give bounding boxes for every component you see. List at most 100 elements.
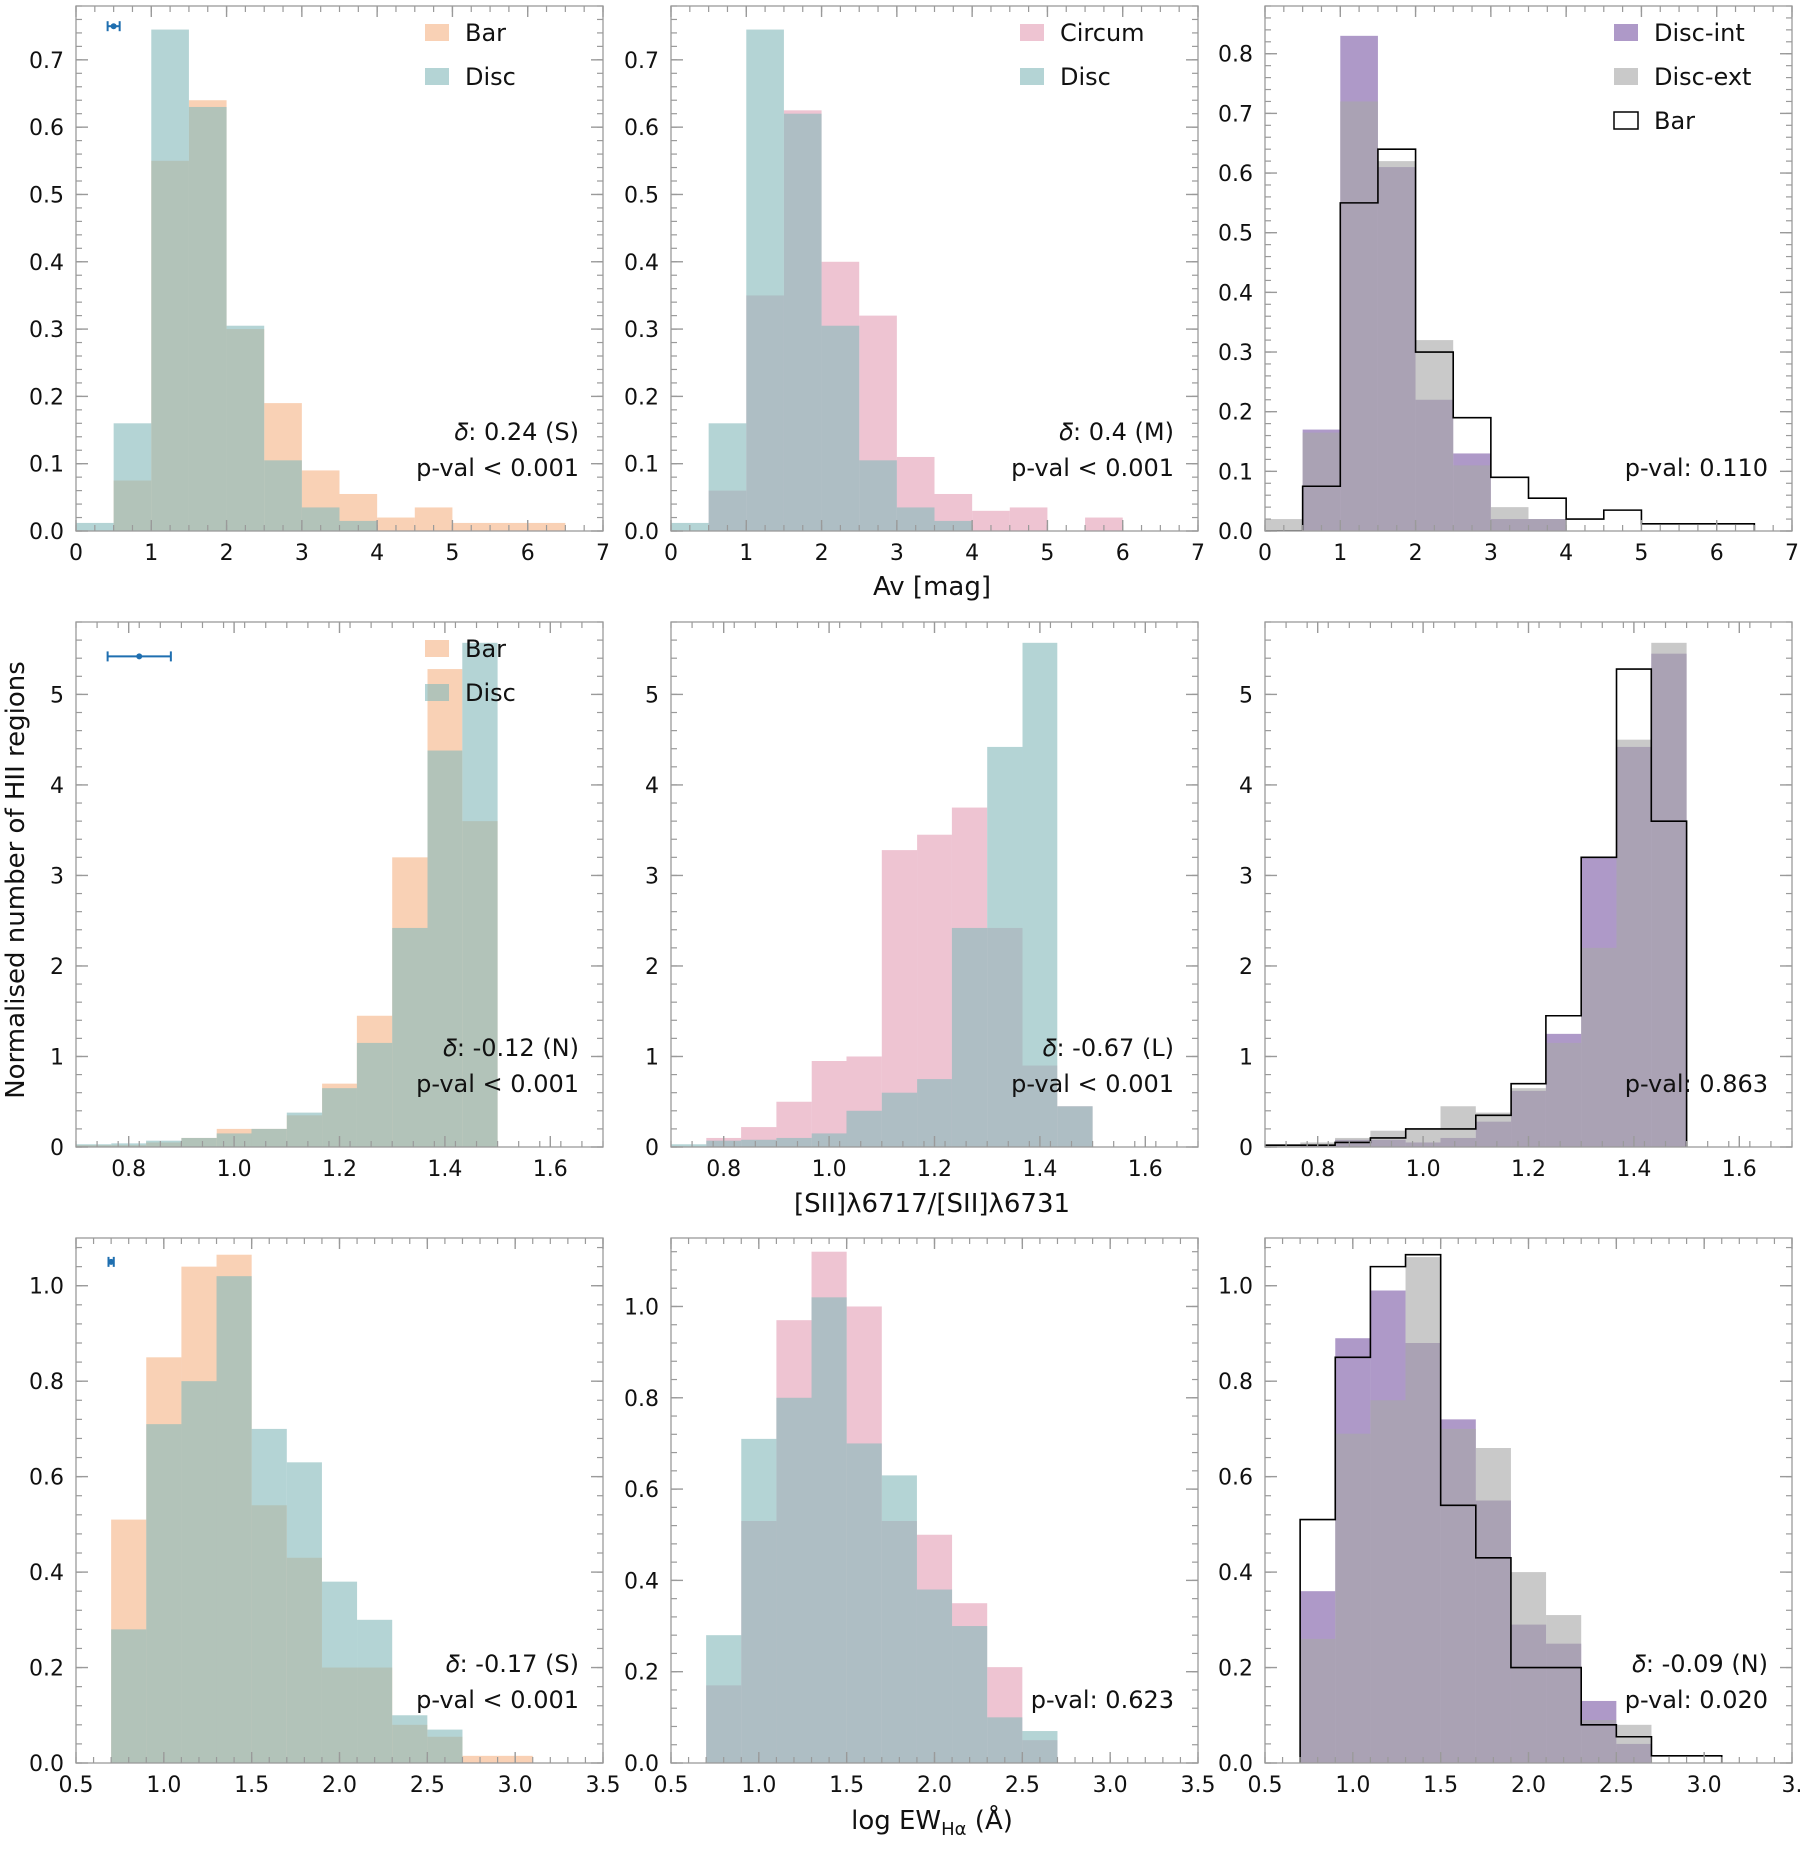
xtick-label: 4 (1559, 541, 1573, 566)
bar-disc-ext-6 (1490, 507, 1529, 531)
ytick-label: 0.1 (1218, 460, 1253, 485)
ytick-label: 0.6 (29, 116, 64, 141)
ytick-label: 5 (645, 683, 659, 708)
bar-disc-2 (746, 29, 784, 531)
bar-disc-ext-1 (1335, 1433, 1371, 1763)
bar-disc-7 (917, 1079, 952, 1147)
xtick-label: 1.0 (217, 1157, 252, 1182)
panel-av_circum_disc: 0 1 2 3 4 5 6 7 0.0 0.1 0.2 0.3 0.4 0.5 0.6 0.7 Circum Di… (624, 5, 1205, 566)
axes-frame (75, 621, 604, 1148)
bar-circum-11 (1085, 517, 1123, 531)
xtick-label: 0.5 (59, 1773, 94, 1798)
xtick-label: 1.2 (322, 1157, 357, 1182)
ytick-label: 0.8 (624, 1387, 659, 1412)
bar-disc-ext-2 (1340, 101, 1378, 531)
panel-sii_circum_disc: 0.8 1.0 1.2 1.4 1.6 0 1 2 3 4 5 𝛿: -0.67 (L) p-val <… (645, 621, 1199, 1182)
ytick-label: 0.7 (624, 49, 659, 74)
ytick-label: 0 (50, 1136, 64, 1161)
bar-disc-ext-5 (1440, 1106, 1476, 1147)
ytick-label: 2 (50, 955, 64, 980)
bar-disc-0 (111, 1629, 147, 1763)
xtick-label: 4 (370, 541, 384, 566)
bar-disc-4 (251, 1428, 287, 1763)
ytick-label: 4 (50, 774, 64, 799)
ytick-label: 0.0 (29, 520, 64, 545)
stat-annotation: p-val < 0.001 (416, 454, 579, 482)
xtick-label: 2.5 (1599, 1773, 1634, 1798)
bar-disc-8 (356, 1042, 393, 1147)
bar-disc-1 (113, 423, 152, 531)
ytick-label: 0.3 (624, 318, 659, 343)
bar-disc-5 (251, 1128, 287, 1147)
row3-xlabel-sub: Hα (941, 1819, 966, 1840)
ytick-label: 0.3 (29, 318, 64, 343)
xtick-label: 2.0 (917, 1773, 952, 1798)
stat-annotation: 𝛿: 0.24 (S) (455, 418, 579, 446)
bar-disc-8 (392, 1715, 428, 1763)
bar-disc-ext-9 (1581, 947, 1617, 1147)
ytick-label: 0.1 (624, 453, 659, 478)
legend-label: Circum (1060, 19, 1145, 47)
xtick-label: 6 (1710, 541, 1724, 566)
bar-disc-9 (987, 746, 1023, 1147)
legend-label: Bar (1654, 107, 1695, 135)
legend-swatch-disc-int (1614, 24, 1638, 41)
bar-disc-1 (741, 1438, 777, 1763)
ytick-label: 0.0 (1218, 1752, 1253, 1777)
step-bar (1265, 668, 1688, 1147)
legend-label: Disc-int (1654, 19, 1745, 47)
plot-area (76, 642, 498, 1147)
bar-disc-2 (146, 1140, 182, 1147)
xtick-label: 6 (521, 541, 535, 566)
ytick-label: 0.2 (29, 385, 64, 410)
xtick-label: 2.0 (1511, 1773, 1546, 1798)
bar-circum-9 (1009, 507, 1048, 531)
xtick-label: 7 (1191, 541, 1205, 566)
ytick-label: 0.6 (29, 1466, 64, 1491)
xtick-label: 7 (596, 541, 610, 566)
legend-swatch-disc (425, 68, 449, 85)
xtick-label: 0.5 (654, 1773, 689, 1798)
figure-ylabel: Normalised number of HII regions (1, 661, 31, 1099)
bar-bar-8 (377, 517, 415, 531)
xtick-label: 3.0 (1687, 1773, 1722, 1798)
legend-swatch-disc-ext (1614, 68, 1638, 85)
bar-disc-3 (216, 1276, 252, 1763)
bar-disc-ext-2 (1370, 1400, 1406, 1763)
legend-label: Disc-ext (1654, 63, 1751, 91)
ytick-label: 0.6 (1218, 1466, 1253, 1491)
ytick-label: 0.8 (1218, 1370, 1253, 1395)
bar-disc-2 (151, 29, 189, 531)
ytick-label: 5 (50, 683, 64, 708)
bar-disc-2 (181, 1381, 217, 1763)
bar-disc-1 (708, 423, 747, 531)
bar-disc-8 (987, 1717, 1023, 1763)
stat-annotation: p-val: 0.623 (1031, 1686, 1174, 1714)
bar-disc-7 (952, 1626, 988, 1763)
panel-ew_bar_disc: 0.5 1.0 1.5 2.0 2.5 3.0 3.5 0.0 0.2 0.4 0.6 0.8 1.0 𝛿… (29, 1237, 621, 1798)
stat-annotation: 𝛿: -0.17 (S) (446, 1650, 579, 1678)
stat-annotation: p-val < 0.001 (416, 1686, 579, 1714)
legend: Disc-int Disc-ext Bar (1613, 19, 1751, 135)
ytick-label: 0.5 (1218, 222, 1253, 247)
ytick-label: 0.2 (29, 1657, 64, 1682)
xtick-label: 7 (1785, 541, 1799, 566)
xtick-label: 3 (890, 541, 904, 566)
xtick-label: 5 (445, 541, 459, 566)
plot-area (706, 1251, 1058, 1763)
xtick-label: 5 (1634, 541, 1648, 566)
xtick-label: 3.5 (586, 1773, 621, 1798)
ytick-label: 1.0 (29, 1275, 64, 1300)
ytick-label: 0.7 (1218, 102, 1253, 127)
axes-frame (1264, 621, 1793, 1148)
bar-disc-6 (881, 1092, 918, 1147)
bar-disc-ext-4 (1440, 1428, 1476, 1763)
row3-xlabel: log EWHα (Å) (851, 1804, 1013, 1840)
legend: Bar Disc (425, 19, 516, 91)
step-bar (1299, 1253, 1723, 1763)
xtick-label: 2 (220, 541, 234, 566)
ytick-label: 0.5 (624, 183, 659, 208)
legend-swatch-bar (1613, 111, 1639, 130)
ytick-label: 0.8 (29, 1370, 64, 1395)
